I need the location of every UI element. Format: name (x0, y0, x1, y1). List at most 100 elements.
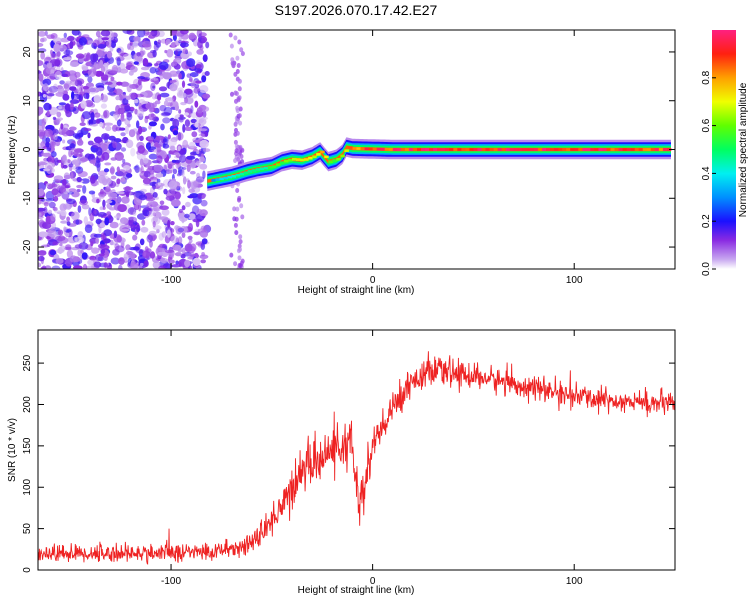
noise-blob (228, 32, 233, 38)
noise-blob (169, 169, 173, 174)
noise-blob (47, 229, 57, 238)
trace-core-segment (481, 148, 486, 151)
signal-trace (207, 137, 672, 191)
noise-blob (138, 102, 142, 111)
noise-blob (95, 146, 103, 156)
noise-blob (152, 49, 157, 58)
trace-core-segment (336, 158, 341, 161)
noise-blob (60, 220, 68, 224)
noise-blob (165, 38, 171, 45)
trace-core (207, 145, 672, 183)
noise-blob (103, 122, 114, 126)
noise-blob (61, 127, 70, 137)
noise-blob (194, 121, 199, 128)
trace-core-segment (477, 148, 482, 151)
noise-blob (95, 237, 100, 244)
trace-core-segment (558, 148, 563, 151)
noise-blob (56, 50, 61, 57)
noise-blob (186, 164, 191, 173)
trace-core-segment (372, 147, 378, 151)
noise-blob (145, 102, 155, 110)
noise-blob (116, 191, 125, 195)
noise-blob (41, 122, 45, 131)
noise-blob (174, 191, 181, 200)
noise-blob (99, 121, 104, 128)
trace-core-segment (219, 177, 224, 181)
noise-blob (132, 128, 138, 134)
trace-core-segment (340, 154, 345, 158)
noise-blob (80, 100, 87, 109)
trace-core-segment (425, 148, 430, 151)
noise-blob (138, 265, 143, 269)
trace-core-segment (642, 148, 648, 151)
trace-core-segment (489, 148, 494, 151)
trace-core-segment (429, 148, 434, 151)
noise-blob (110, 175, 117, 180)
trace-core-segment (259, 167, 265, 170)
trace-core-segment (292, 158, 297, 161)
y-tick-label: 50 (22, 523, 33, 535)
noise-blob (43, 168, 51, 172)
trace-core-segment (376, 147, 382, 151)
noise-blob (229, 252, 234, 258)
trace-core-segment (421, 148, 426, 151)
noise-blob (67, 159, 71, 164)
noise-blob (169, 259, 175, 264)
noise-blob (81, 111, 91, 120)
noise-blob (75, 53, 85, 59)
noise-blob (89, 175, 96, 184)
noise-blob (140, 226, 149, 233)
noise-blob (96, 198, 100, 204)
trace-core-segment (380, 147, 386, 151)
noise-blob (172, 48, 183, 52)
trace-core-segment (255, 168, 261, 171)
noise-blob (199, 85, 209, 94)
noise-blob (56, 111, 62, 118)
noise-blob (188, 32, 196, 40)
noise-blob (58, 102, 66, 106)
noise-blob (53, 133, 58, 141)
noise-blob (182, 123, 186, 133)
noise-blob (41, 265, 47, 269)
noise-blob (110, 257, 121, 265)
noise-blob (99, 59, 104, 69)
noise-blob (143, 170, 151, 178)
noise-blob (162, 244, 168, 249)
noise-blob (52, 116, 57, 120)
noise-blob (78, 37, 88, 46)
noise-blob (104, 81, 113, 85)
noise-blob (145, 197, 156, 202)
noise-blob (149, 146, 157, 150)
noise-blob (189, 181, 198, 189)
noise-blob (70, 211, 80, 221)
y-tick-label: 0 (22, 567, 33, 573)
chart-title: S197.2026.070.17.42.E27 (275, 2, 438, 18)
noise-blob (79, 199, 88, 206)
noise-blob (103, 262, 108, 269)
noise-blob (232, 206, 237, 212)
noise-blob (136, 120, 140, 129)
noise-blob (170, 30, 177, 36)
noise-blob (148, 230, 157, 236)
noise-blob (134, 93, 144, 98)
trace-core-segment (614, 148, 619, 151)
noise-blob (155, 172, 164, 178)
noise-blob (177, 92, 187, 99)
noise-blob (99, 194, 105, 199)
noise-blob (72, 133, 80, 138)
noise-blob (136, 224, 140, 233)
noise-blob (186, 58, 196, 68)
noise-blob (238, 247, 242, 252)
noise-blob (181, 80, 186, 88)
noise-blob (116, 81, 123, 86)
trace-core-segment (271, 165, 277, 168)
noise-blob (170, 221, 175, 226)
noise-blob (38, 250, 47, 256)
noise-blob (182, 48, 188, 55)
x-tick-label: -100 (161, 275, 181, 286)
noise-blob (57, 86, 65, 95)
trace-core-segment (465, 148, 470, 151)
noise-blob (197, 228, 207, 233)
noise-blob (49, 249, 56, 256)
